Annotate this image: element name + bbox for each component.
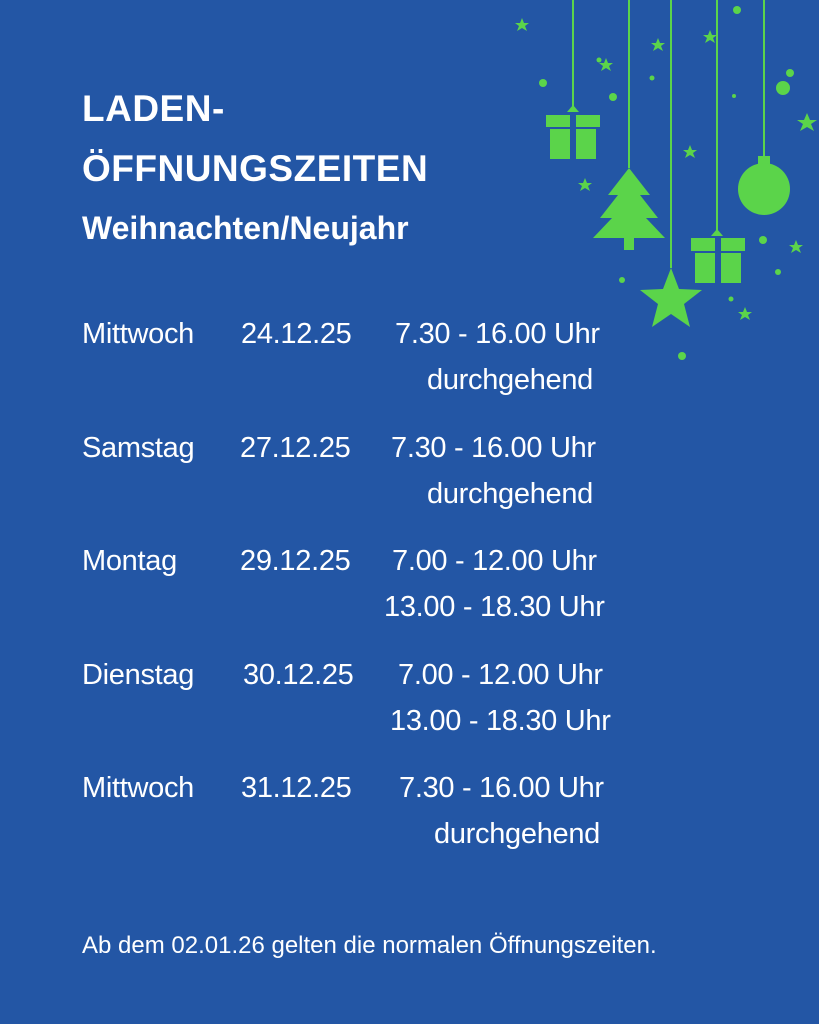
day-label: Samstag — [82, 432, 195, 464]
hours-label: 7.30 - 16.00 Uhr — [399, 772, 604, 804]
hanging-ornaments — [515, 0, 817, 360]
schedule-row: Montag 29.12.25 7.00 - 12.00 Uhr 13.00 -… — [0, 545, 819, 655]
hours-label: 7.30 - 16.00 Uhr — [391, 432, 596, 464]
hours-label: 7.00 - 12.00 Uhr — [398, 659, 603, 691]
gift-icon — [691, 229, 745, 283]
christmas-tree-icon — [593, 168, 665, 250]
date-label: 31.12.25 — [241, 772, 352, 804]
star-icon — [640, 268, 702, 327]
day-label: Mittwoch — [82, 772, 195, 804]
date-label: 30.12.25 — [243, 659, 354, 691]
date-label: 29.12.25 — [240, 545, 351, 577]
footer-note: Ab dem 02.01.26 gelten die normalen Öffn… — [82, 932, 657, 959]
bauble-icon — [738, 156, 790, 215]
title-line-1: LADEN- — [82, 88, 225, 129]
date-label: 27.12.25 — [240, 432, 351, 464]
hours-label: 7.00 - 12.00 Uhr — [392, 545, 597, 577]
hours-afternoon: 13.00 - 18.30 Uhr — [390, 705, 611, 737]
gift-icon — [546, 105, 600, 159]
hours-note: durchgehend — [427, 364, 594, 396]
schedule-row: Mittwoch 24.12.25 7.30 - 16.00 Uhr durch… — [0, 318, 819, 428]
subtitle: Weihnachten/Neujahr — [82, 210, 409, 246]
date-label: 24.12.25 — [241, 318, 352, 350]
title-line-2: ÖFFNUNGSZEITEN — [82, 148, 429, 189]
schedule-row: Samstag 27.12.25 7.30 - 16.00 Uhr durchg… — [0, 432, 819, 542]
hours-afternoon: 13.00 - 18.30 Uhr — [384, 591, 605, 623]
hours-label: 7.30 - 16.00 Uhr — [395, 318, 600, 350]
day-label: Mittwoch — [82, 318, 195, 350]
schedule-row: Dienstag 30.12.25 7.00 - 12.00 Uhr 13.00… — [0, 659, 819, 769]
schedule-row: Mittwoch 31.12.25 7.30 - 16.00 Uhr durch… — [0, 772, 819, 882]
day-label: Dienstag — [82, 659, 195, 691]
day-label: Montag — [82, 545, 177, 577]
sparkles — [515, 6, 817, 360]
hours-note: durchgehend — [434, 818, 601, 850]
hours-note: durchgehend — [427, 478, 594, 510]
